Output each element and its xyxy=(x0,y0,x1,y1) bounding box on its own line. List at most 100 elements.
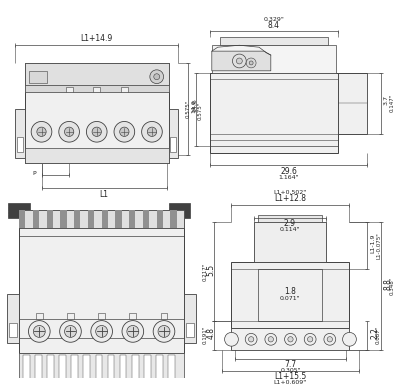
Bar xyxy=(258,215,322,222)
Bar xyxy=(33,210,39,228)
Text: 29.6: 29.6 xyxy=(280,167,297,175)
Text: 14.6: 14.6 xyxy=(192,99,196,113)
Bar xyxy=(132,355,138,382)
Text: 0.329": 0.329" xyxy=(263,17,284,22)
Bar xyxy=(212,45,336,73)
Circle shape xyxy=(31,121,52,142)
Circle shape xyxy=(268,337,274,342)
Bar xyxy=(23,355,30,382)
Circle shape xyxy=(33,326,45,338)
Text: 4.8: 4.8 xyxy=(206,328,215,339)
Circle shape xyxy=(327,337,332,342)
Circle shape xyxy=(232,54,246,68)
Text: 0.071": 0.071" xyxy=(280,296,300,301)
Bar xyxy=(60,210,66,228)
Polygon shape xyxy=(212,51,271,71)
Bar xyxy=(15,109,25,158)
Circle shape xyxy=(114,121,135,142)
Text: 0.305": 0.305" xyxy=(280,368,301,373)
Bar xyxy=(258,270,322,321)
Bar xyxy=(120,355,126,382)
Text: L1-0.075": L1-0.075" xyxy=(376,232,381,259)
Text: 0.114": 0.114" xyxy=(280,227,300,232)
Bar xyxy=(19,210,184,353)
Circle shape xyxy=(86,121,107,142)
Circle shape xyxy=(265,333,277,345)
Bar xyxy=(220,37,328,45)
Text: L1+0.502": L1+0.502" xyxy=(274,190,307,195)
Bar xyxy=(232,262,350,328)
Bar xyxy=(157,210,163,228)
Bar xyxy=(121,86,128,93)
Text: L1+0.609": L1+0.609" xyxy=(274,380,307,384)
Text: 0.217": 0.217" xyxy=(202,262,208,281)
Bar xyxy=(66,86,72,93)
Text: 1.164": 1.164" xyxy=(278,174,299,180)
Bar xyxy=(84,355,90,382)
Bar xyxy=(210,73,338,154)
Bar xyxy=(19,353,184,384)
Circle shape xyxy=(28,321,50,342)
Text: 0.147": 0.147" xyxy=(390,94,395,113)
Text: 5.5: 5.5 xyxy=(206,263,215,276)
Text: 7.7: 7.7 xyxy=(284,360,296,369)
Bar xyxy=(25,84,168,93)
Bar xyxy=(35,355,42,382)
Text: 3.7: 3.7 xyxy=(384,95,389,105)
Circle shape xyxy=(153,321,175,342)
Bar xyxy=(143,210,149,228)
Bar xyxy=(160,313,168,319)
Circle shape xyxy=(60,321,81,342)
Bar xyxy=(25,63,168,84)
Bar xyxy=(129,313,136,319)
Text: 1.8: 1.8 xyxy=(284,286,296,296)
Bar xyxy=(17,137,23,152)
Circle shape xyxy=(284,333,296,345)
Text: 2.2: 2.2 xyxy=(370,328,379,339)
Bar xyxy=(170,137,176,152)
Text: L1+14.9: L1+14.9 xyxy=(81,34,113,43)
Text: L1+15.5: L1+15.5 xyxy=(274,372,307,381)
Bar xyxy=(46,210,53,228)
Circle shape xyxy=(122,321,144,342)
Bar xyxy=(156,355,163,382)
Bar xyxy=(19,210,25,228)
Circle shape xyxy=(142,121,162,142)
Circle shape xyxy=(224,333,238,346)
Bar xyxy=(67,313,74,319)
Circle shape xyxy=(64,127,74,136)
Bar xyxy=(29,71,46,83)
Circle shape xyxy=(147,127,157,136)
Bar xyxy=(71,355,78,382)
Text: 0.191": 0.191" xyxy=(202,326,208,344)
Text: 0.087": 0.087" xyxy=(376,326,381,344)
Bar xyxy=(93,86,100,93)
Circle shape xyxy=(343,333,356,346)
Circle shape xyxy=(120,127,129,136)
Circle shape xyxy=(245,333,257,345)
Bar xyxy=(232,328,350,350)
Text: 14.6: 14.6 xyxy=(192,98,197,112)
Circle shape xyxy=(248,337,254,342)
Bar xyxy=(25,147,168,163)
Text: 0.348": 0.348" xyxy=(390,277,395,295)
Bar xyxy=(102,210,108,228)
Bar xyxy=(36,313,43,319)
Bar xyxy=(184,294,196,343)
Bar xyxy=(59,355,66,382)
Text: L1+12.8: L1+12.8 xyxy=(274,194,306,203)
Circle shape xyxy=(308,337,313,342)
Bar xyxy=(25,63,168,163)
Circle shape xyxy=(96,326,108,338)
Text: P: P xyxy=(33,170,36,175)
Bar xyxy=(144,355,151,382)
Bar xyxy=(129,210,135,228)
Text: 0.575": 0.575" xyxy=(198,102,203,120)
Bar xyxy=(9,323,17,337)
Bar xyxy=(8,203,30,218)
Circle shape xyxy=(150,70,164,84)
Circle shape xyxy=(158,326,170,338)
Text: L1-1.9: L1-1.9 xyxy=(370,233,375,253)
Circle shape xyxy=(154,74,160,79)
Circle shape xyxy=(304,333,316,345)
